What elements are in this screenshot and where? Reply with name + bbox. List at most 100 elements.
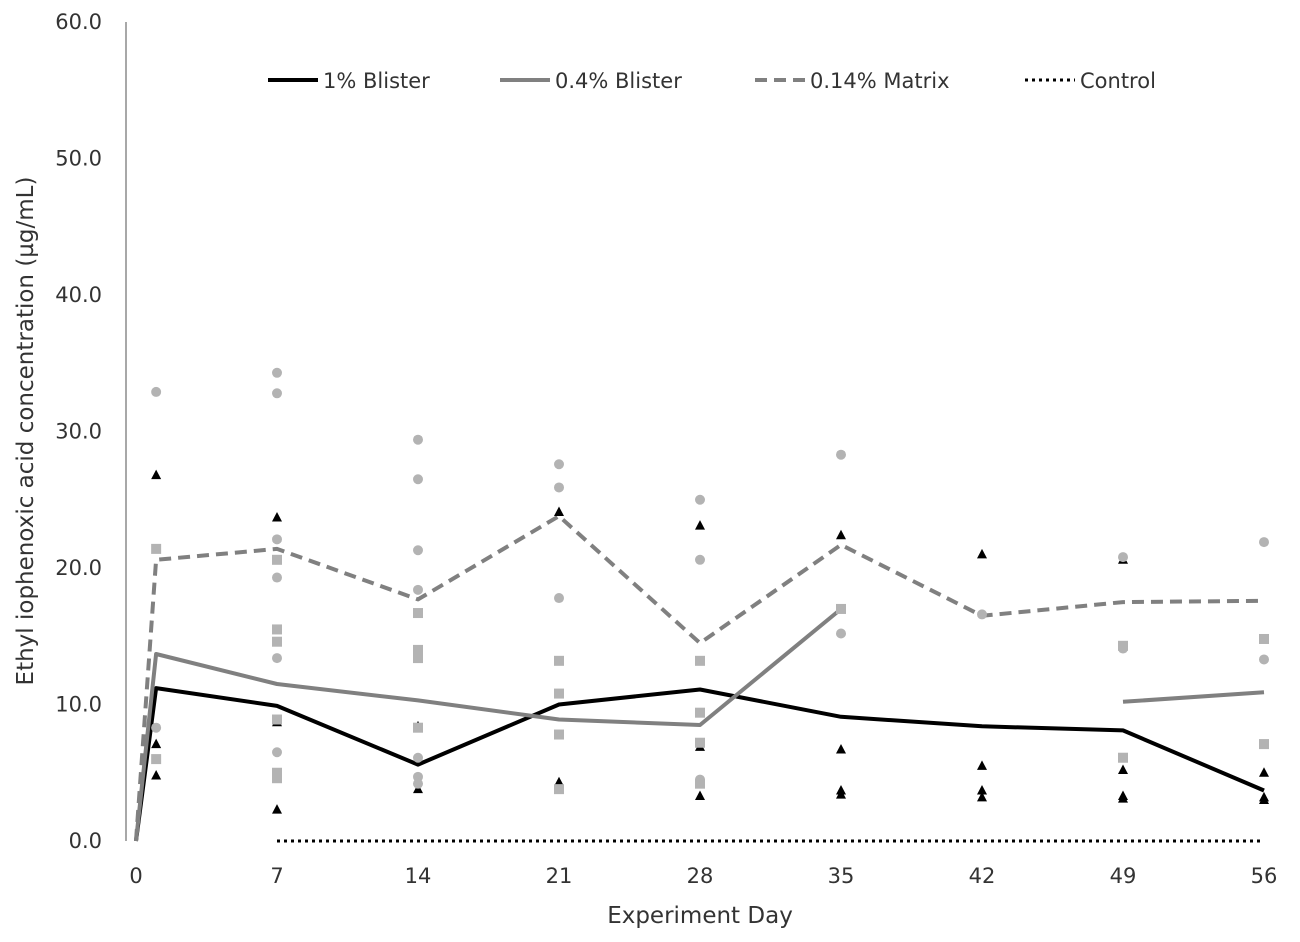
circle-marker: [272, 653, 282, 664]
circle-marker: [272, 367, 282, 378]
square-marker: [554, 784, 564, 795]
square-marker: [272, 554, 282, 565]
square-marker: [413, 653, 423, 664]
triangle-marker: [554, 506, 564, 517]
axes: 0.0 10.0 20.0 30.0 40.0 50.0 60.0 0 7 14 21 28 35 42 4…: [55, 10, 1277, 888]
scatter-markers: [151, 367, 1269, 814]
square-marker: [554, 655, 564, 666]
series-line: [134, 607, 843, 842]
triangle-marker: [836, 529, 846, 540]
circle-marker: [413, 545, 423, 556]
circle-marker: [695, 774, 705, 785]
square-marker: [151, 754, 162, 765]
triangle-marker: [977, 760, 987, 770]
x-tick-label: 28: [687, 864, 714, 888]
x-tick-label: 0: [129, 864, 142, 888]
square-marker: [1259, 739, 1269, 750]
square-marker: [272, 636, 282, 647]
circle-marker: [272, 747, 282, 758]
square-marker: [272, 773, 282, 784]
y-tick-label: 40.0: [55, 283, 102, 307]
square-marker: [695, 737, 705, 748]
square-marker: [554, 688, 564, 699]
triangle-marker: [151, 769, 162, 780]
square-marker: [413, 644, 423, 655]
y-tick-label: 20.0: [55, 556, 102, 580]
legend-label: Control: [1080, 69, 1156, 93]
circle-marker: [695, 494, 705, 505]
y-tick-label: 60.0: [55, 10, 102, 34]
x-tick-label: 7: [270, 864, 283, 888]
circle-marker: [695, 554, 705, 565]
square-marker: [413, 722, 423, 733]
legend-label: 0.4% Blister: [555, 69, 682, 93]
triangle-marker: [151, 469, 162, 480]
triangle-marker: [1259, 794, 1269, 805]
triangle-marker: [151, 738, 162, 749]
x-tick-label: 21: [546, 864, 573, 888]
series-line: [1122, 690, 1265, 704]
triangle-marker: [836, 744, 846, 754]
square-marker: [272, 624, 282, 635]
triangle-marker: [695, 520, 705, 530]
x-tick-label: 49: [1110, 864, 1137, 888]
y-tick-label: 50.0: [55, 147, 102, 171]
circle-marker: [151, 722, 162, 733]
square-marker: [1259, 633, 1269, 644]
square-marker: [1118, 752, 1128, 763]
triangle-marker: [1118, 764, 1128, 775]
circle-marker: [413, 752, 423, 763]
circle-marker: [1259, 654, 1269, 665]
circle-marker: [272, 388, 282, 399]
legend-label: 1% Blister: [323, 69, 430, 93]
circle-marker: [1118, 552, 1128, 563]
x-tick-label: 56: [1251, 864, 1278, 888]
square-marker: [695, 655, 705, 666]
triangle-marker: [695, 790, 705, 800]
square-marker: [413, 608, 423, 619]
circle-marker: [977, 609, 987, 620]
square-marker: [151, 543, 162, 554]
series-lines: [134, 514, 1265, 843]
circle-marker: [836, 628, 846, 639]
y-axis-title: Ethyl iophenoxic acid concentration (µg/…: [13, 177, 39, 686]
circle-marker: [413, 474, 423, 485]
circle-marker: [272, 534, 282, 545]
x-axis-title: Experiment Day: [607, 903, 793, 929]
square-marker: [695, 707, 705, 718]
triangle-marker: [977, 784, 987, 795]
circle-marker: [554, 593, 564, 604]
triangle-marker: [977, 791, 987, 802]
triangle-marker: [836, 789, 846, 799]
triangle-marker: [1259, 767, 1269, 777]
circle-marker: [272, 572, 282, 583]
y-tick-label: 0.0: [69, 829, 102, 853]
circle-marker: [413, 434, 423, 445]
circle-marker: [554, 482, 564, 493]
x-tick-label: 42: [969, 864, 996, 888]
triangle-marker: [554, 776, 564, 787]
square-marker: [272, 767, 282, 778]
circle-marker: [554, 459, 564, 470]
circle-marker: [836, 449, 846, 460]
y-tick-label: 10.0: [55, 693, 102, 717]
series-line: [134, 686, 1265, 842]
square-marker: [272, 714, 282, 725]
square-marker: [836, 603, 846, 614]
y-tick-label: 30.0: [55, 420, 102, 444]
legend-label: 0.14% Matrix: [810, 69, 950, 93]
circle-marker: [413, 778, 423, 789]
square-marker: [554, 729, 564, 740]
triangle-marker: [272, 511, 282, 522]
circle-marker: [1259, 537, 1269, 548]
legend: 1% Blister 0.4% Blister 0.14% Matrix Contro…: [268, 69, 1156, 93]
x-tick-label: 14: [405, 864, 432, 888]
circle-marker: [413, 584, 423, 595]
circle-marker: [151, 386, 162, 397]
triangle-marker: [272, 804, 282, 814]
triangle-marker: [1118, 793, 1128, 803]
x-tick-label: 35: [828, 864, 855, 888]
circle-marker: [1118, 643, 1128, 654]
triangle-marker: [977, 548, 987, 559]
